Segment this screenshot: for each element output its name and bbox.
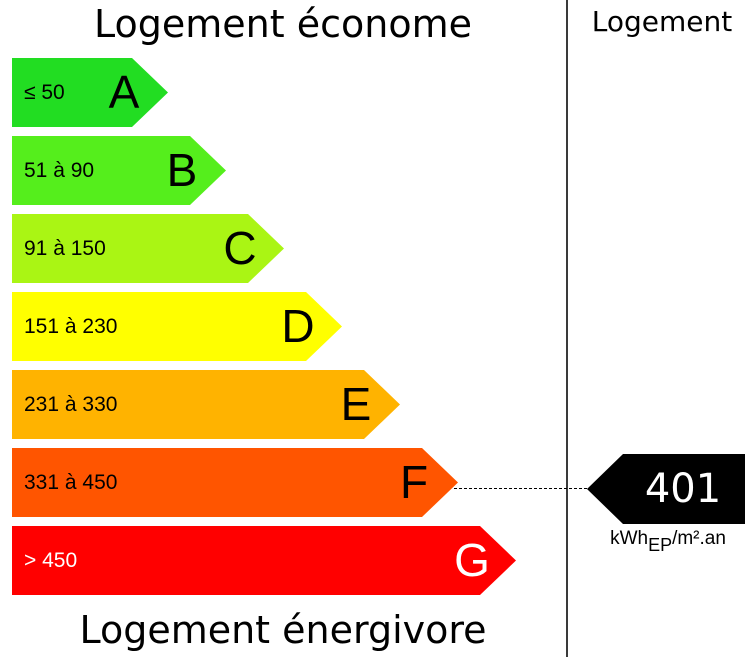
unit-main: kWh	[610, 528, 649, 549]
energy-band-letter: A	[108, 66, 140, 118]
energy-band-range: ≤ 50	[24, 81, 65, 104]
energy-band-letter: F	[399, 456, 429, 508]
energy-band-letter: C	[223, 222, 257, 274]
energy-band-b: 51 à 90 B	[12, 136, 226, 205]
energy-band-shape	[12, 292, 342, 361]
indicator-arrow-shape	[587, 454, 745, 524]
unit-tail: /m².an	[672, 528, 726, 549]
consumption-value: 401	[644, 466, 722, 512]
energy-band-shape	[12, 214, 284, 283]
energy-band-range: 51 à 90	[24, 159, 95, 182]
energy-band-a: ≤ 50 A	[12, 58, 168, 127]
energy-band-shape	[12, 448, 458, 517]
consumption-unit: kWhEP/m².an	[580, 528, 756, 564]
energy-band-d: 151 à 230 D	[12, 292, 342, 361]
energy-band-range: 91 à 150	[24, 237, 106, 260]
unit-subscript: EP	[648, 535, 673, 555]
energy-band-letter: G	[454, 534, 490, 586]
energy-band-shape	[12, 58, 168, 127]
energy-band-letter: E	[340, 378, 372, 430]
energy-intensive-housing-label: Logement énergivore	[79, 608, 487, 652]
housing-column-header: Logement	[591, 5, 733, 38]
energy-band-range: 331 à 450	[24, 471, 118, 494]
energy-band-c: 91 à 150 C	[12, 214, 284, 283]
energy-band-shape	[12, 136, 226, 205]
energy-band-letter: D	[281, 300, 315, 352]
energy-band-letter: B	[166, 144, 198, 196]
consumption-indicator: 401	[587, 454, 745, 524]
energy-band-shape	[12, 526, 516, 595]
indicator-leader-line	[454, 488, 592, 489]
column-divider	[566, 0, 568, 657]
energy-band-range: 151 à 230	[24, 315, 118, 338]
energy-band-g: > 450 G	[12, 526, 516, 595]
energy-band-f: 331 à 450 F	[12, 448, 458, 517]
energy-band-shape	[12, 370, 400, 439]
economical-housing-label: Logement économe	[94, 2, 472, 46]
energy-band-range: 231 à 330	[24, 393, 118, 416]
energy-band-e: 231 à 330 E	[12, 370, 400, 439]
energy-band-range: > 450	[24, 549, 78, 572]
